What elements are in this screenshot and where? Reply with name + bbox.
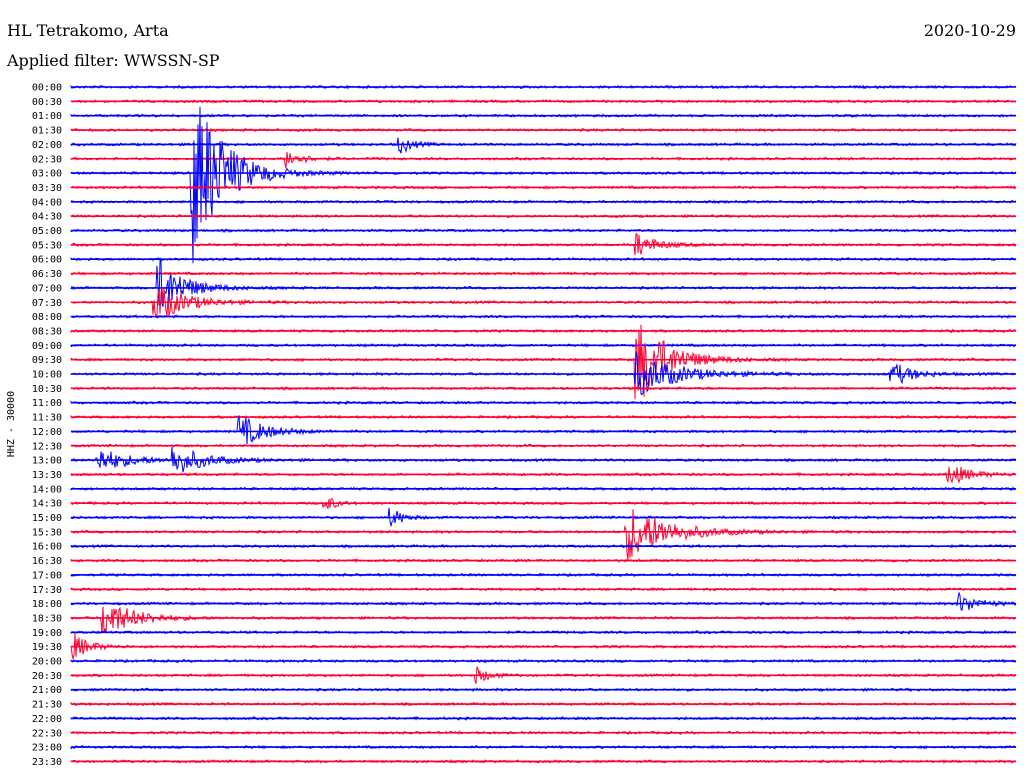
date-label: 2020-10-29	[923, 21, 1016, 40]
y-axis-label: HHZ - 30000	[6, 391, 17, 457]
row-time-label: 09:30	[32, 355, 62, 366]
seismic-trace	[70, 415, 1017, 445]
row-time-label: 23:30	[32, 757, 62, 768]
row-time-label: 00:00	[32, 83, 62, 94]
row-time-label: 16:30	[32, 556, 62, 567]
row-time-label: 17:30	[32, 585, 62, 596]
row-time-label: 20:30	[32, 671, 62, 682]
row-time-label: 11:30	[32, 413, 62, 424]
row-time-label: 08:30	[32, 326, 62, 337]
row-time-label: 18:30	[32, 613, 62, 624]
row-time-label: 02:00	[32, 140, 62, 151]
row-time-label: 15:00	[32, 513, 62, 524]
row-time-label: 01:30	[32, 126, 62, 137]
row-time-label: 06:30	[32, 269, 62, 280]
row-time-label: 10:00	[32, 370, 62, 381]
row-time-label: 13:30	[32, 470, 62, 481]
seismic-trace	[70, 591, 1017, 612]
seismic-trace	[70, 137, 1017, 154]
row-time-label: 22:00	[32, 714, 62, 725]
row-time-label: 22:30	[32, 728, 62, 739]
filter-label: Applied filter: WWSSN-SP	[7, 51, 220, 70]
row-time-label: 05:00	[32, 226, 62, 237]
trace-rows: 00:00 00:30 01:00 01:30 02:00 02:30 03:00 03:30…	[32, 83, 1017, 768]
row-time-label: 21:00	[32, 685, 62, 696]
row-time-label: 19:00	[32, 628, 62, 639]
seismic-trace	[70, 259, 1017, 307]
row-time-label: 15:30	[32, 527, 62, 538]
row-time-label: 12:00	[32, 427, 62, 438]
row-time-label: 20:00	[32, 657, 62, 668]
row-time-label: 02:30	[32, 154, 62, 165]
row-time-label: 03:30	[32, 183, 62, 194]
station-title: HL Tetrakomo, Arta	[7, 21, 169, 40]
row-time-label: 14:30	[32, 499, 62, 510]
row-time-label: 06:00	[32, 255, 62, 266]
row-time-label: 00:30	[32, 97, 62, 108]
row-time-label: 13:00	[32, 456, 62, 467]
row-time-label: 19:30	[32, 642, 62, 653]
row-time-label: 04:00	[32, 197, 62, 208]
row-time-label: 16:00	[32, 542, 62, 553]
row-time-label: 21:30	[32, 700, 62, 711]
row-time-label: 10:30	[32, 384, 62, 395]
row-time-label: 07:00	[32, 283, 62, 294]
row-time-label: 08:00	[32, 312, 62, 323]
row-time-label: 17:00	[32, 570, 62, 581]
row-time-label: 09:00	[32, 341, 62, 352]
seismic-trace	[70, 606, 1017, 634]
row-time-label: 11:00	[32, 398, 62, 409]
row-time-label: 12:30	[32, 441, 62, 452]
row-time-label: 01:00	[32, 111, 62, 122]
row-time-label: 14:00	[32, 484, 62, 495]
row-time-label: 03:00	[32, 169, 62, 180]
row-time-label: 04:30	[32, 212, 62, 223]
row-time-label: 07:30	[32, 298, 62, 309]
row-time-label: 05:30	[32, 240, 62, 251]
row-time-label: 23:00	[32, 743, 62, 754]
row-time-label: 18:00	[32, 599, 62, 610]
